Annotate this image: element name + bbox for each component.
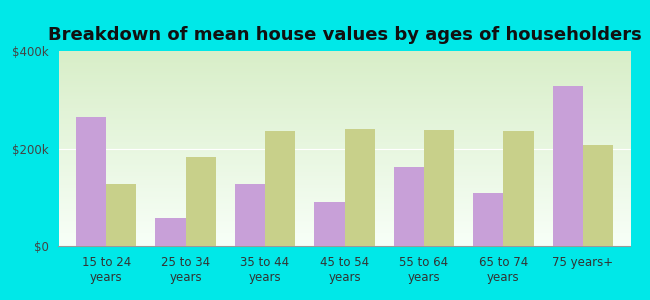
Bar (394, 167, 424, 246)
Bar (155, 218, 186, 246)
Bar (186, 157, 216, 246)
Bar (473, 193, 503, 246)
Bar (265, 131, 295, 246)
Bar (424, 130, 454, 246)
Bar (76, 117, 106, 246)
Bar (344, 129, 374, 246)
Bar (235, 184, 265, 246)
Bar (552, 86, 583, 246)
Title: Breakdown of mean house values by ages of householders: Breakdown of mean house values by ages o… (47, 26, 642, 44)
Bar (315, 202, 344, 246)
Bar (583, 145, 613, 246)
Bar (503, 131, 534, 246)
Bar (106, 184, 136, 246)
